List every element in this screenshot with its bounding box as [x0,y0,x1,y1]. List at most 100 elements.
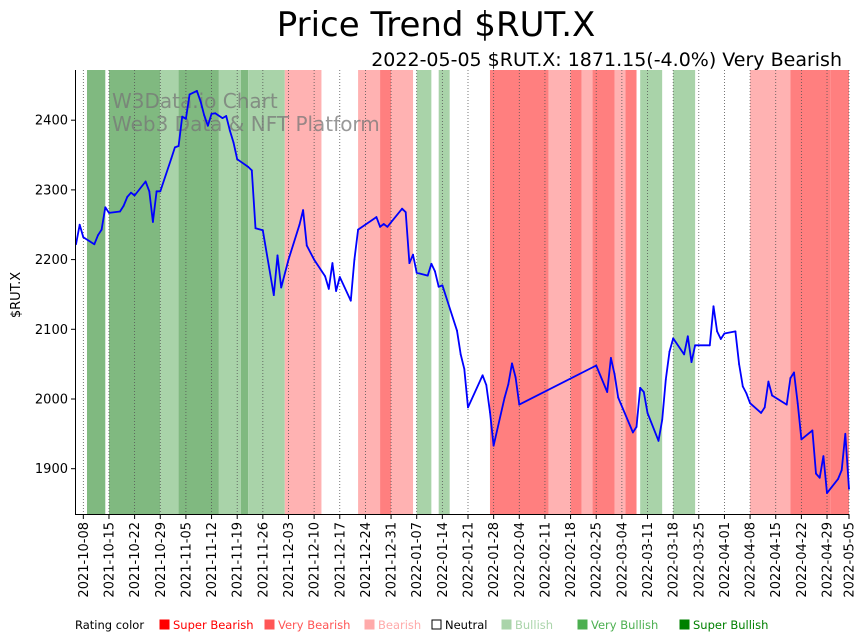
data-point-36 [250,169,253,172]
data-point-113 [763,406,766,409]
series-line-0 [75,90,850,495]
data-point-51 [338,276,341,278]
watermark: W3Data.io Chart Web3 Data & NFT Platform [112,89,380,136]
data-point-32 [228,129,231,132]
data-point-87 [631,431,634,434]
x-tick-label-2: 2021-10-22 [128,522,143,598]
x-ticks: 2021-10-08 2021-10-15 2021-10-22 2021-10-29… [77,514,858,598]
watermark-line-1: W3Data.io Chart [112,89,278,113]
data-point-96 [672,337,675,340]
rating-band-23 [790,70,831,514]
rating-band-15 [570,70,582,514]
data-point-12 [133,194,136,197]
rating-band-7 [284,70,322,514]
rating-band-18 [614,70,626,514]
data-point-27 [206,124,209,127]
data-point-122 [815,472,817,475]
rating-band-19 [625,70,637,514]
data-point-67 [437,285,440,288]
data-point-94 [664,378,667,381]
data-point-75 [489,411,491,414]
legend-swatch-1 [264,619,275,630]
x-tick-label-6: 2021-11-19 [231,522,246,598]
data-point-125 [826,492,828,494]
data-point-64 [426,274,429,277]
data-point-118 [793,371,795,374]
data-point-13 [144,180,147,183]
data-point-49 [331,262,334,264]
rating-band-21 [673,70,696,514]
data-point-83 [606,391,609,393]
data-point-89 [639,386,642,389]
legend-label-1: Very Bearish [278,618,350,632]
axes [75,70,849,515]
rating-band-24 [830,70,849,514]
data-point-63 [415,271,418,274]
data-point-92 [657,439,660,442]
legend-label-3: Neutral [445,618,487,632]
x-tick-label-18: 2022-02-11 [538,522,553,598]
data-point-53 [353,258,356,261]
data-point-101 [697,344,700,347]
data-point-46 [313,258,316,261]
data-point-3 [93,243,96,246]
rating-band-10 [391,70,414,514]
data-point-7 [108,211,110,214]
x-tick-label-30: 2022-05-05 [843,522,858,598]
x-tick-label-25: 2022-04-01 [718,522,733,598]
data-point-29 [214,112,217,115]
y-tick-label-0: 1900 [35,462,68,477]
data-point-105 [719,338,722,340]
x-tick-label-26: 2022-04-08 [744,522,759,598]
data-point-86 [617,396,620,399]
y-tick-label-1: 2000 [35,392,68,407]
x-tick-label-21: 2022-03-04 [615,522,630,598]
x-tick-label-24: 2022-03-25 [692,522,707,598]
data-point-33 [232,141,235,144]
data-point-109 [741,385,744,388]
data-point-110 [745,392,748,395]
data-point-81 [518,403,521,406]
legend-label-4: Bullish [515,618,553,632]
data-point-124 [822,455,825,458]
price-series [75,90,850,495]
rating-band-22 [750,70,791,514]
watermark-line-2: Web3 Data & NFT Platform [112,112,380,136]
data-point-16 [155,190,158,193]
legend-swatch-2 [364,619,375,630]
legend-label-6: Super Bullish [693,618,768,632]
data-point-102 [708,344,711,347]
data-point-11 [130,191,132,194]
rating-band-14 [548,70,571,514]
legend-swatch-6 [679,619,690,630]
x-tick-label-17: 2022-02-04 [513,522,528,598]
data-point-52 [349,299,352,302]
data-point-93 [661,419,664,421]
rating-band-3 [178,70,219,514]
data-point-61 [408,262,411,264]
x-tick-label-27: 2022-04-15 [769,522,784,598]
data-point-66 [434,270,436,273]
data-point-4 [97,234,99,237]
x-tick-label-15: 2022-01-21 [462,522,477,598]
y-tick-label-3: 2200 [35,253,68,268]
data-point-23 [188,93,191,96]
data-point-128 [844,432,847,435]
data-point-17 [159,190,162,193]
chart-subtitle: 2022-05-05 $RUT.X: 1871.15(-4.0%) Very B… [371,49,842,71]
legend-swatch-0 [159,619,170,630]
data-point-10 [126,195,129,198]
x-tick-label-19: 2022-02-18 [564,522,579,598]
data-point-68 [441,284,444,287]
data-point-129 [848,488,850,490]
rating-band-8 [358,70,381,514]
data-point-18 [170,157,173,160]
data-point-100 [694,344,697,347]
data-point-115 [771,394,773,397]
rating-band-5 [240,70,249,514]
x-tick-label-5: 2021-11-12 [205,522,220,598]
data-point-127 [840,469,843,471]
data-point-111 [749,402,751,405]
data-point-15 [152,221,154,223]
data-point-35 [247,165,250,168]
